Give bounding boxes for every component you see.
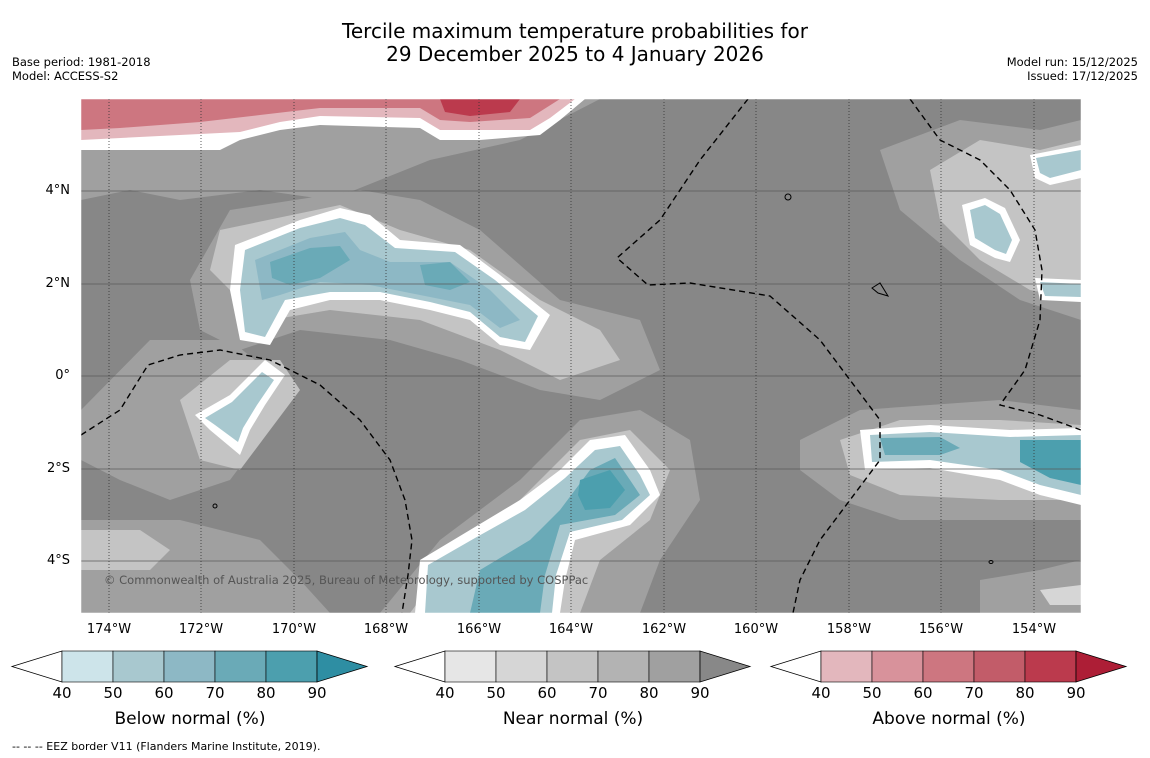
model-run: Model run: 15/12/2025 bbox=[1006, 55, 1138, 69]
legend-tick: 40 bbox=[435, 684, 455, 702]
colorbar-segment bbox=[495, 650, 548, 683]
map-field bbox=[81, 99, 1081, 613]
base-period: Base period: 1981-2018 bbox=[12, 55, 151, 69]
colorbar-segment bbox=[871, 650, 924, 683]
legend-tick: 40 bbox=[52, 684, 72, 702]
colorbar-extend-high bbox=[1075, 650, 1128, 683]
colorbar-segment bbox=[265, 650, 318, 683]
legend-tick: 80 bbox=[1015, 684, 1035, 702]
copyright-text: © Commonwealth of Australia 2025, Bureau… bbox=[104, 573, 588, 587]
colorbar-extend-low bbox=[393, 650, 446, 683]
below-normal-blob-center-dark bbox=[270, 246, 350, 285]
latitude-gridlines bbox=[81, 190, 1081, 562]
title-line-1: Tercile maximum temperature probabilitie… bbox=[342, 19, 808, 43]
meta-left: Base period: 1981-2018 Model: ACCESS-S2 bbox=[12, 55, 151, 83]
below-normal-blob-south-dark bbox=[578, 470, 625, 510]
legend-tick: 80 bbox=[256, 684, 276, 702]
legend-tick: 70 bbox=[588, 684, 608, 702]
islands bbox=[212, 193, 994, 564]
colorbar-segment bbox=[648, 650, 701, 683]
colorbars bbox=[10, 650, 1128, 683]
colorbar-segment bbox=[112, 650, 165, 683]
lon-label: 164°W bbox=[548, 622, 594, 637]
lon-label: 154°W bbox=[1011, 622, 1057, 637]
below-normal-blob-sw bbox=[205, 372, 274, 442]
lon-label: 170°W bbox=[271, 622, 317, 637]
lon-label: 166°W bbox=[456, 622, 502, 637]
lat-label: 4°S bbox=[46, 553, 70, 568]
model-name: Model: ACCESS-S2 bbox=[12, 69, 119, 83]
above-normal-region-top-dark bbox=[440, 99, 520, 116]
colorbar-segment bbox=[922, 650, 975, 683]
lat-label: 4°N bbox=[45, 183, 71, 198]
map-title: Tercile maximum temperature probabilitie… bbox=[0, 20, 1150, 66]
legend-tick: 50 bbox=[862, 684, 882, 702]
legend-tick: 70 bbox=[964, 684, 984, 702]
legend-tick: 70 bbox=[205, 684, 225, 702]
lon-label: 162°W bbox=[641, 622, 687, 637]
below-normal-blob-se-mid bbox=[880, 437, 960, 455]
legend-tick: 40 bbox=[811, 684, 831, 702]
lat-label: 2°S bbox=[46, 461, 70, 476]
below-normal-blob-ne1 bbox=[970, 205, 1012, 254]
colorbar-segment bbox=[444, 650, 497, 683]
title-line-2: 29 December 2025 to 4 January 2026 bbox=[386, 42, 764, 66]
legend-label: Above normal (%) bbox=[872, 709, 1026, 729]
lon-label: 174°W bbox=[86, 622, 132, 637]
colorbar-segment bbox=[973, 650, 1026, 683]
colorbar-segment bbox=[61, 650, 114, 683]
eez-footnote: -- -- -- EEZ border V11 (Flanders Marine… bbox=[12, 740, 321, 753]
legend-label: Near normal (%) bbox=[502, 709, 644, 729]
colorbar-segment bbox=[1024, 650, 1077, 683]
colorbar-extend-high bbox=[699, 650, 752, 683]
lon-label: 160°W bbox=[733, 622, 779, 637]
colorbar-extend-low bbox=[769, 650, 822, 683]
near-normal-light-br bbox=[1040, 585, 1081, 605]
legend-tick: 50 bbox=[486, 684, 506, 702]
below-normal-blob-center-dark2 bbox=[420, 262, 470, 290]
below-normal-blob-ne2 bbox=[1036, 150, 1081, 178]
colorbar-segment bbox=[597, 650, 650, 683]
issued-date: Issued: 17/12/2025 bbox=[1027, 69, 1138, 83]
above-normal-region-top-mid bbox=[81, 99, 560, 130]
legend-tick: 90 bbox=[307, 684, 327, 702]
lon-label: 168°W bbox=[363, 622, 409, 637]
legend-tick: 90 bbox=[1066, 684, 1086, 702]
legend-tick: 80 bbox=[639, 684, 659, 702]
lat-label: 2°N bbox=[45, 276, 71, 291]
colorbar-segment bbox=[163, 650, 216, 683]
below-normal-blob-se-dark bbox=[1020, 440, 1081, 485]
colorbar-extend-low bbox=[10, 650, 63, 683]
legend-tick: 50 bbox=[103, 684, 123, 702]
legend-tick: 90 bbox=[690, 684, 710, 702]
eez-borders bbox=[81, 99, 1081, 613]
legend-tick: 60 bbox=[154, 684, 174, 702]
lon-label: 172°W bbox=[178, 622, 224, 637]
lon-label: 156°W bbox=[918, 622, 964, 637]
meta-right: Model run: 15/12/2025 Issued: 17/12/2025 bbox=[1007, 55, 1138, 83]
colorbar-segment bbox=[546, 650, 599, 683]
map-frame bbox=[80, 98, 1082, 614]
colorbar-segment bbox=[214, 650, 267, 683]
below-normal-blob-ne3 bbox=[1040, 282, 1081, 297]
legend-label: Below normal (%) bbox=[114, 709, 266, 729]
legend-tick: 60 bbox=[537, 684, 557, 702]
lat-label: 0° bbox=[55, 368, 70, 383]
near-normal-light-bl bbox=[81, 530, 170, 570]
colorbar-segment bbox=[820, 650, 873, 683]
legend-tick: 60 bbox=[913, 684, 933, 702]
colorbar-extend-high bbox=[316, 650, 369, 683]
lon-label: 158°W bbox=[826, 622, 872, 637]
